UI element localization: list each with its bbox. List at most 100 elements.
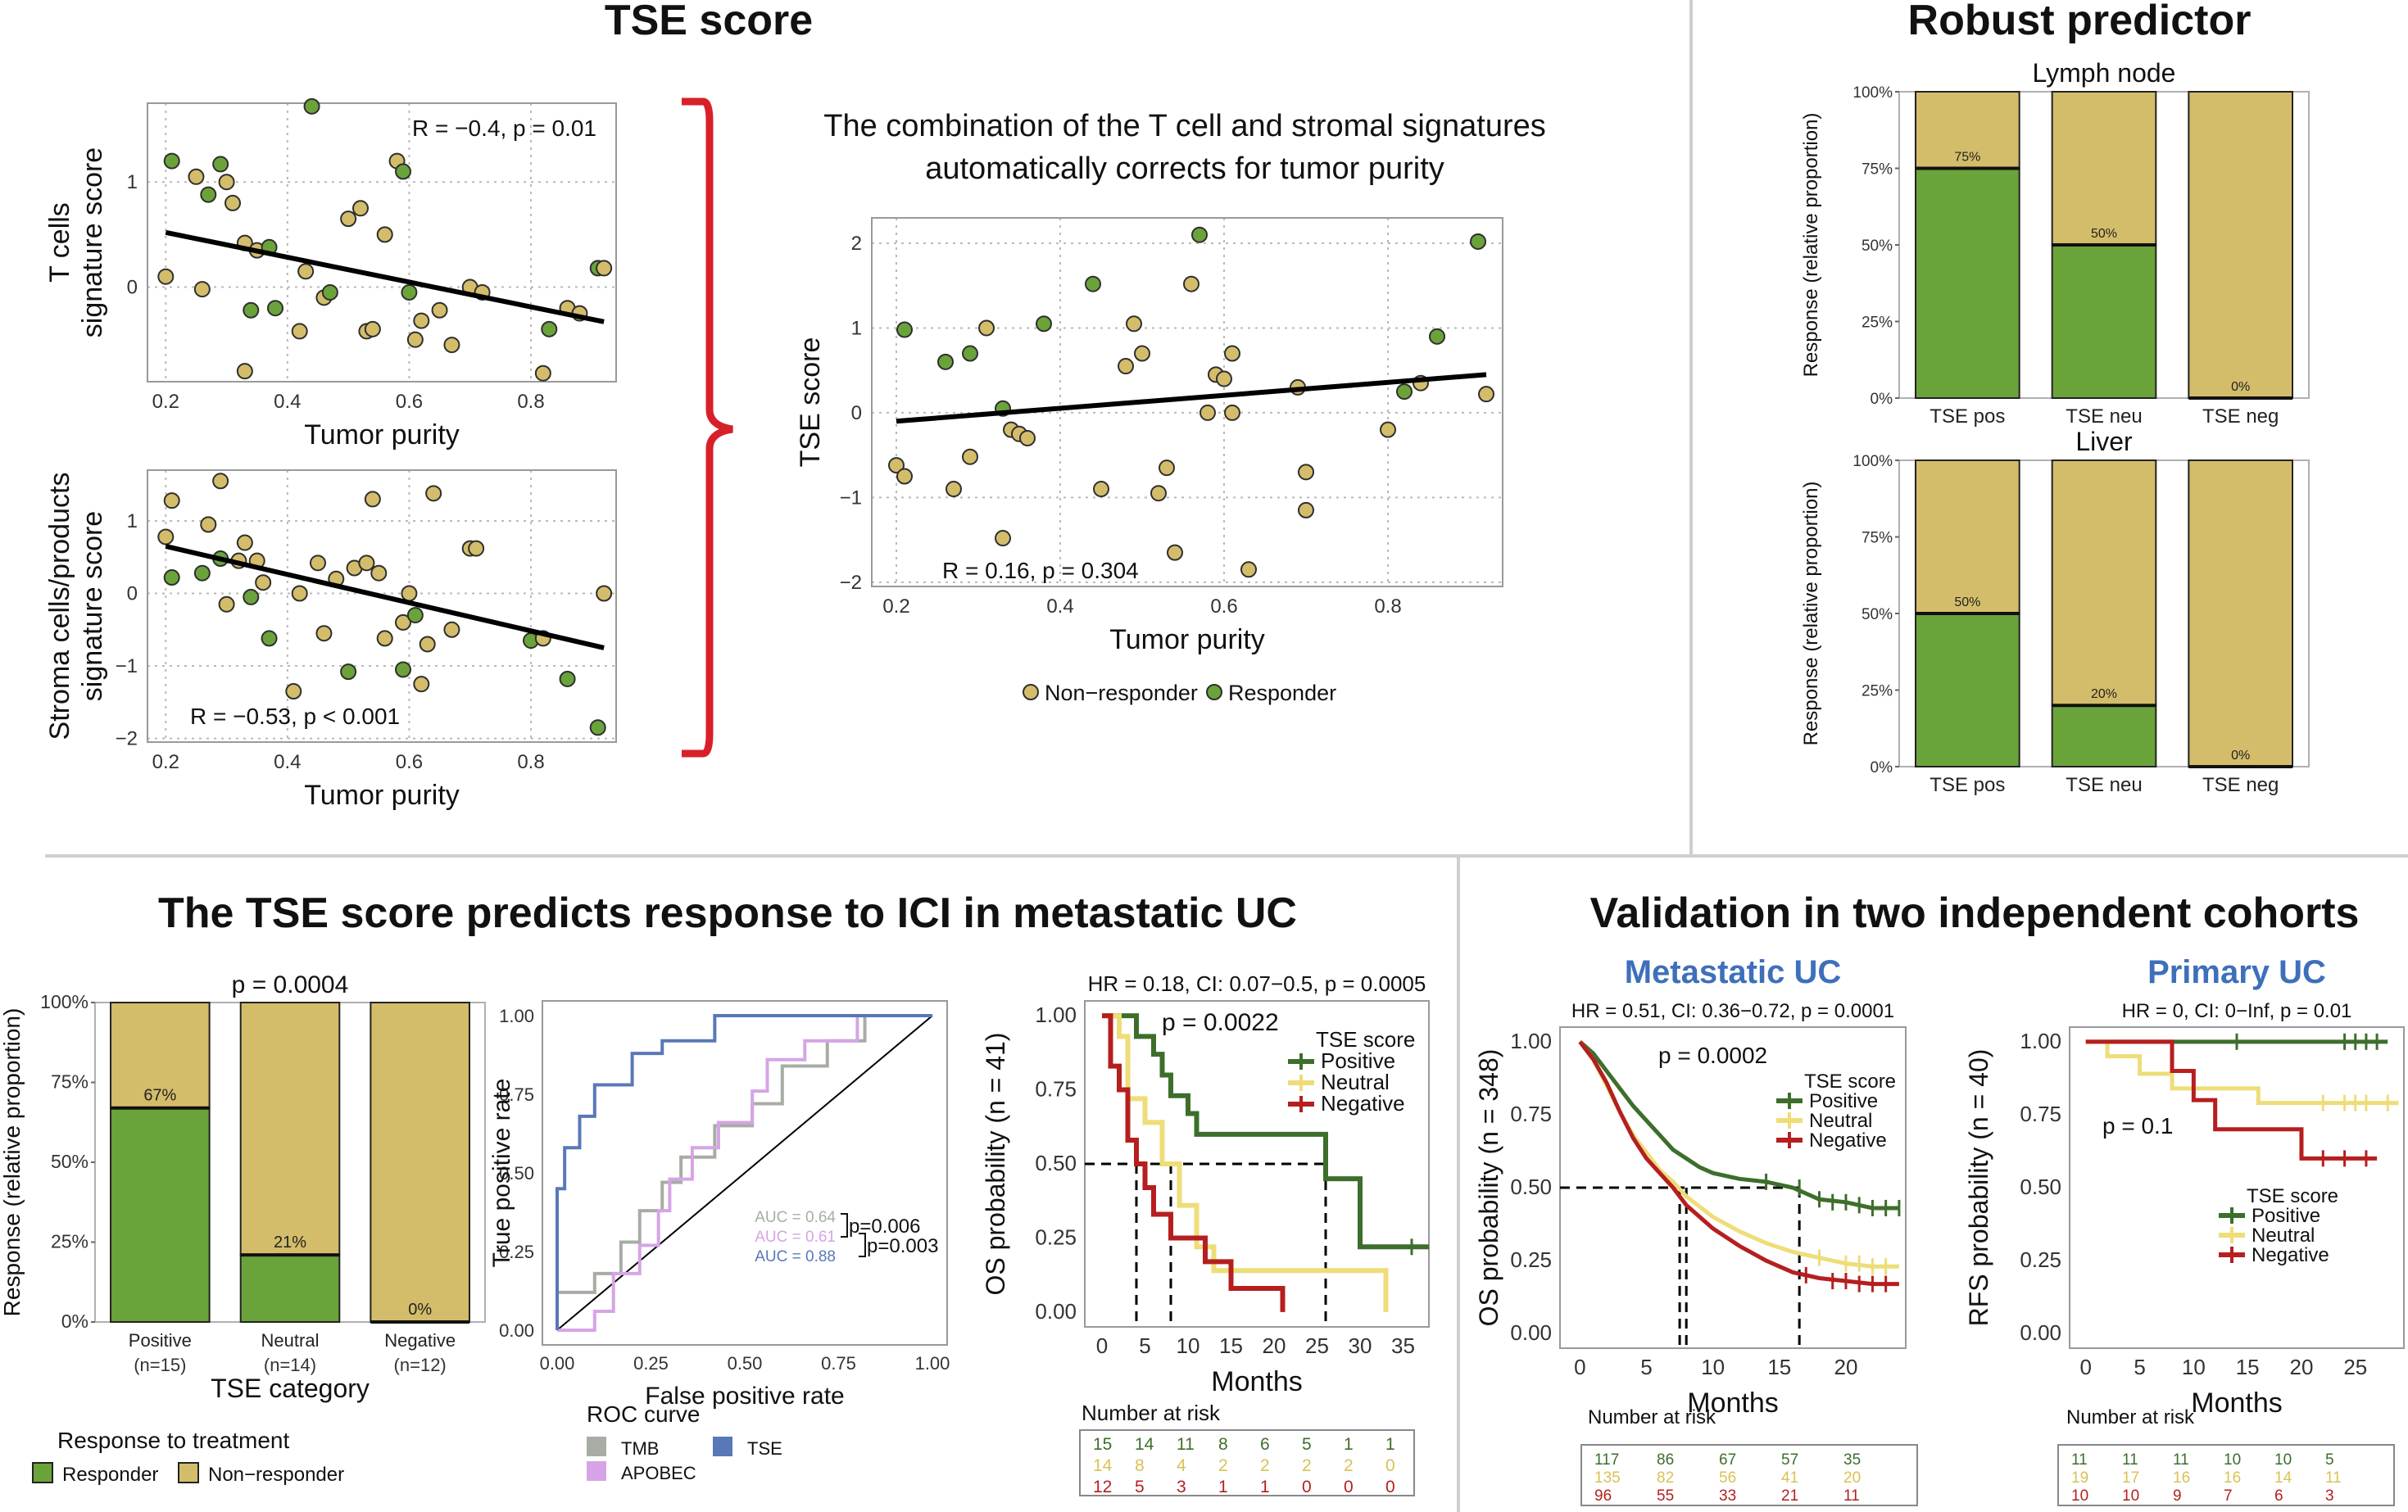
data-point: [236, 363, 253, 380]
data-point: [431, 301, 448, 319]
x-tick-label: 0.75: [821, 1353, 856, 1374]
x-tick-label: 15: [1767, 1355, 1791, 1379]
x-tick-label: 5: [2134, 1355, 2145, 1379]
y-tick-label: 25%: [51, 1231, 88, 1252]
y-tick-label: 75%: [51, 1071, 88, 1093]
p-value-label: p=0.003: [867, 1235, 938, 1257]
risk-table-cell: 5: [1135, 1478, 1145, 1496]
bar-value-label: 0%: [408, 1301, 432, 1319]
risk-table-cell: 86: [1657, 1451, 1674, 1469]
x-tick-label: 0: [2080, 1355, 2092, 1379]
x-tick-label: 10: [1177, 1333, 1200, 1358]
correlation-annotation: R = −0.4, p = 0.01: [412, 115, 596, 141]
bar-value-label: 75%: [1954, 151, 1980, 165]
y-tick-label: 75%: [1862, 530, 1893, 547]
data-point: [1380, 421, 1396, 438]
data-point: [395, 163, 411, 180]
plot-frame: [147, 469, 617, 743]
data-point: [376, 226, 393, 243]
data-point: [364, 320, 381, 337]
legend-title: TSE score: [1804, 1071, 1896, 1093]
data-point: [946, 481, 962, 498]
legend-label: APOBEC: [621, 1463, 696, 1483]
x-tick-label: 15: [1219, 1333, 1243, 1358]
x-tick-label: 20: [1263, 1333, 1286, 1358]
risk-table-cell: 3: [2325, 1487, 2334, 1505]
data-point: [1429, 328, 1445, 345]
data-point: [163, 152, 180, 170]
risk-table-cell: 41: [1781, 1469, 1798, 1487]
data-point: [1224, 345, 1240, 362]
regression-line: [896, 372, 1487, 424]
y-tick-label: −1: [840, 487, 862, 509]
category-label: Neutral: [261, 1330, 320, 1351]
x-tick-label: 0: [1096, 1333, 1108, 1358]
x-tick-label: 20: [1834, 1355, 1858, 1379]
legend-label: TMB: [621, 1438, 659, 1459]
legend-label: Negative: [2252, 1244, 2329, 1266]
legend-swatch: [587, 1461, 606, 1481]
roc-curve: [557, 1014, 932, 1332]
x-tick-label: 10: [2182, 1355, 2206, 1379]
x-tick-label: 0.6: [396, 391, 423, 413]
bar-value-label: 50%: [2091, 227, 2117, 241]
y-tick-label: 50%: [1862, 238, 1893, 255]
y-axis-label: Stroma cells/products: [44, 473, 75, 740]
risk-table-cell: 1: [1260, 1478, 1270, 1496]
data-point: [468, 540, 485, 557]
data-point: [425, 485, 442, 502]
vertical-divider-top: [1689, 0, 1693, 856]
y-tick-label: 50%: [1862, 606, 1893, 623]
data-point: [224, 194, 241, 211]
risk-table-cell: 21: [1781, 1487, 1798, 1505]
section-title-tse: TSE score: [605, 0, 813, 44]
y-tick-label: 0: [851, 402, 862, 424]
bar-non-responder: [1915, 91, 2020, 170]
x-tick-label: 35: [1391, 1333, 1415, 1358]
category-label: TSE pos: [1930, 774, 2005, 796]
data-point: [243, 588, 260, 605]
bar-responder: [2051, 244, 2157, 399]
risk-table-cell: 14: [1135, 1435, 1154, 1454]
x-axis-label: Tumor purity: [304, 419, 460, 450]
data-point: [896, 321, 913, 338]
data-point: [340, 211, 357, 228]
lymph_bar: 0% 25% 50% 75% 100% 75% TSE pos 50% TSE neu 0% TSE…: [1800, 58, 2310, 428]
x-tick-label: 15: [2236, 1355, 2260, 1379]
y-tick-label: 1.00: [1510, 1029, 1552, 1053]
legend-swatch: [178, 1462, 199, 1483]
data-point: [376, 630, 393, 647]
data-point: [1470, 233, 1486, 250]
risk-table-cell: 35: [1843, 1451, 1861, 1469]
legend-label: Neutral: [2252, 1225, 2315, 1247]
data-point: [937, 353, 954, 370]
risk-table-cell: 17: [2122, 1469, 2139, 1487]
y-tick-label: 0: [127, 277, 138, 299]
data-point: [995, 530, 1011, 547]
bar-non-responder: [2188, 91, 2293, 399]
stroma_scatter: 0.2 0.4 0.6 0.8 −2 −1 0 1 Tumor purity Stroma cel…: [44, 469, 617, 811]
p-value-label: p = 0.0022: [1162, 1009, 1279, 1036]
data-point: [596, 585, 613, 602]
data-point: [364, 491, 381, 508]
risk-table-frame: [1079, 1429, 1415, 1496]
plot-frame: [542, 1000, 948, 1346]
data-point: [559, 670, 576, 687]
x-axis-label: TSE category: [211, 1374, 370, 1403]
category_bar: 0% 25% 50% 75% 100% 67% Positive (n=15) 21% Neutr…: [0, 971, 486, 1403]
y-axis-label: True positive rate: [488, 1079, 515, 1268]
risk-table-cell: 6: [2274, 1487, 2283, 1505]
risk-table-title: Number at risk: [2066, 1406, 2195, 1428]
chart-title: Liver: [2075, 427, 2133, 456]
data-point: [1093, 481, 1109, 498]
risk-table-cell: 55: [1657, 1487, 1674, 1505]
x-tick-label: 0.4: [274, 751, 301, 773]
y-axis-label: signature score: [77, 511, 108, 701]
legend-label: Negative: [1321, 1091, 1405, 1116]
y-tick-label: 0.00: [2020, 1320, 2061, 1345]
data-point: [200, 186, 217, 203]
y-tick-label: 0.75: [2020, 1102, 2061, 1126]
x-tick-label: 0.2: [882, 595, 909, 618]
legend-label: TSE: [747, 1438, 782, 1459]
x-tick-label: 0.2: [152, 751, 179, 773]
